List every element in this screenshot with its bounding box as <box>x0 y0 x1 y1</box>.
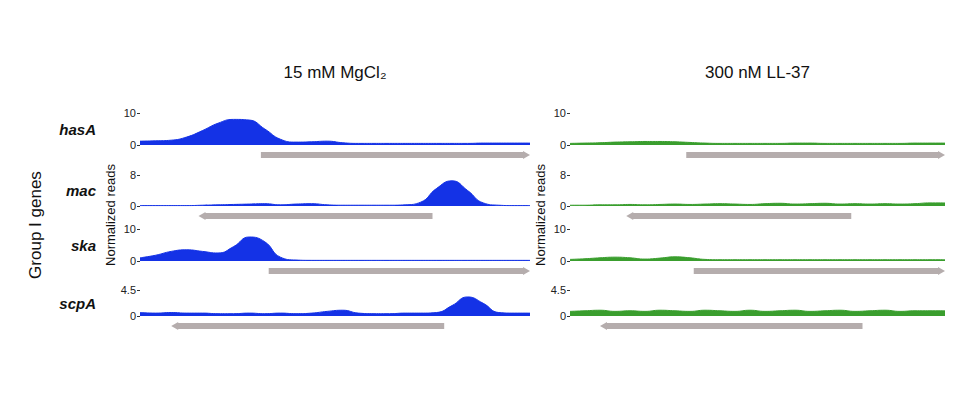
svg-text:0: 0 <box>130 139 136 151</box>
svg-text:mac: mac <box>66 182 97 199</box>
svg-text:Normalized reads: Normalized reads <box>103 164 118 266</box>
svg-text:0: 0 <box>130 200 136 212</box>
svg-text:0: 0 <box>560 310 566 322</box>
svg-text:ska: ska <box>71 237 96 254</box>
svg-text:4.5: 4.5 <box>121 284 136 296</box>
svg-text:10: 10 <box>554 107 566 119</box>
svg-text:8: 8 <box>560 169 566 181</box>
svg-text:4.5: 4.5 <box>551 284 566 296</box>
svg-text:Group I genes: Group I genes <box>26 171 45 279</box>
svg-text:Normalized reads: Normalized reads <box>533 164 548 266</box>
svg-text:0: 0 <box>560 200 566 212</box>
svg-text:300 nM LL-37: 300 nM LL-37 <box>705 63 810 82</box>
svg-text:10: 10 <box>554 223 566 235</box>
svg-text:0: 0 <box>560 255 566 267</box>
svg-text:15 mM MgCl₂: 15 mM MgCl₂ <box>284 63 387 82</box>
svg-text:10: 10 <box>124 223 136 235</box>
svg-text:scpA: scpA <box>59 295 96 312</box>
svg-text:10: 10 <box>124 107 136 119</box>
svg-text:8: 8 <box>130 169 136 181</box>
svg-text:0: 0 <box>130 255 136 267</box>
svg-text:0: 0 <box>560 139 566 151</box>
svg-text:0: 0 <box>130 310 136 322</box>
svg-text:hasA: hasA <box>59 121 96 138</box>
